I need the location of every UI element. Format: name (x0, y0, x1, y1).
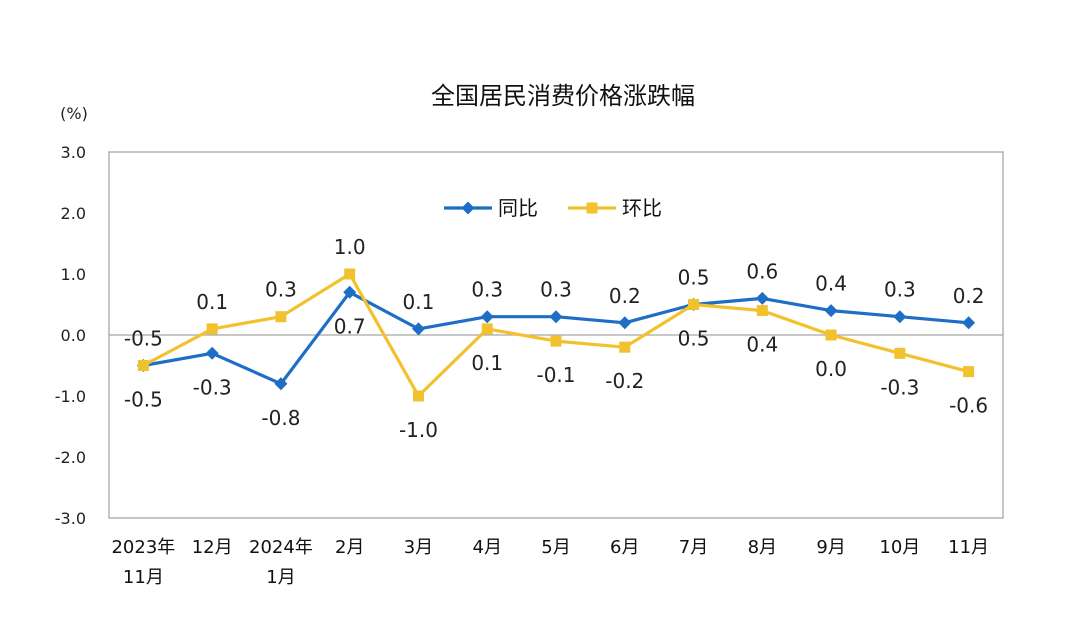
y-tick-label: 1.0 (61, 265, 86, 284)
mom-point (894, 347, 906, 359)
yoy-point (274, 377, 288, 391)
y-tick-label: 0.0 (61, 326, 86, 345)
mom-value-label: -0.1 (536, 363, 575, 387)
yoy-point (549, 310, 563, 324)
x-tick-label: 8月 (748, 537, 777, 558)
x-tick-label: 11月 (123, 567, 164, 588)
yoy-value-label: 0.3 (884, 278, 916, 302)
yoy-value-label: -0.3 (193, 375, 232, 399)
mom-value-label: 0.4 (746, 333, 778, 357)
legend-marker-mom (586, 202, 598, 214)
mom-point (206, 323, 218, 335)
y-tick-label: -1.0 (55, 387, 86, 406)
mom-point (619, 341, 631, 353)
yoy-point (962, 316, 976, 330)
x-tick-label: 1月 (266, 567, 295, 588)
y-axis-unit: (%) (60, 104, 88, 123)
yoy-value-label: 0.5 (678, 327, 710, 351)
mom-point (344, 268, 356, 280)
x-tick-label: 4月 (473, 537, 502, 558)
yoy-point (411, 322, 425, 336)
mom-point (550, 335, 562, 347)
yoy-point (755, 291, 769, 305)
mom-point (756, 305, 768, 317)
mom-value-label: -0.5 (124, 327, 163, 351)
x-tick-label: 10月 (879, 537, 920, 558)
x-tick-label: 3月 (404, 537, 433, 558)
series-layer (136, 268, 976, 402)
x-tick-label: 9月 (816, 537, 845, 558)
mom-point (688, 299, 700, 310)
yoy-value-label: 0.1 (403, 290, 435, 314)
yoy-point (824, 304, 838, 318)
mom-value-label: -0.3 (880, 375, 919, 399)
yoy-value-label: 0.2 (609, 284, 641, 308)
mom-value-label: 1.0 (334, 235, 366, 259)
mom-value-label: 0.1 (471, 351, 503, 375)
mom-value-label: 0.5 (678, 266, 710, 290)
y-tick-label: -2.0 (55, 448, 86, 467)
mom-point (481, 323, 493, 335)
mom-point (137, 360, 149, 371)
yoy-value-label: 0.6 (746, 259, 778, 283)
mom-point (412, 390, 424, 402)
x-tick-label: 2月 (335, 537, 364, 558)
y-tick-label: -3.0 (55, 509, 86, 528)
x-tick-label: 6月 (610, 537, 639, 558)
x-tick-label: 11月 (948, 537, 989, 558)
x-tick-label: 2024年 (249, 537, 313, 558)
yoy-value-label: -0.8 (261, 406, 300, 430)
mom-value-label: -0.6 (949, 394, 988, 418)
mom-point (825, 329, 837, 341)
mom-value-label: 0.3 (265, 278, 297, 302)
yoy-value-label: 0.7 (334, 314, 366, 338)
mom-value-label: -0.2 (605, 369, 644, 393)
legend-label-mom: 环比 (622, 196, 662, 220)
yoy-point (893, 310, 907, 324)
x-tick-label: 12月 (192, 537, 233, 558)
yoy-value-label: -0.5 (124, 388, 163, 412)
legend-marker-yoy (461, 201, 475, 215)
y-axis: 3.0 2.0 1.0 0.0 -1.0 -2.0 -3.0 (55, 143, 86, 528)
yoy-point (343, 285, 357, 299)
mom-value-label: 0.1 (196, 290, 228, 314)
yoy-point (205, 346, 219, 360)
y-tick-label: 2.0 (61, 204, 86, 223)
x-axis: 2023年 11月 12月 2024年 1月 2月 3月 4月 5月 6月 7月 8月 9月 10月 11月 (111, 537, 989, 588)
yoy-value-label: 0.3 (540, 278, 572, 302)
y-tick-label: 3.0 (61, 143, 86, 162)
yoy-value-label: 0.2 (953, 284, 985, 308)
legend-label-yoy: 同比 (498, 196, 538, 220)
mom-point (275, 311, 287, 323)
yoy-point (618, 316, 632, 330)
yoy-value-label: 0.3 (471, 278, 503, 302)
data-labels: -0.5 -0.3 -0.8 0.7 0.1 0.3 0.3 0.2 0.5 0.6 0.4 0.3 0… (124, 235, 988, 442)
yoy-point (480, 310, 494, 324)
mom-point (963, 366, 975, 378)
mom-value-label: -1.0 (399, 418, 438, 442)
legend: 同比 环比 (444, 196, 662, 220)
yoy-value-label: 0.4 (815, 272, 847, 296)
x-tick-label: 5月 (541, 537, 570, 558)
chart-title: 全国居民消费价格涨跌幅 (431, 82, 695, 110)
mom-value-label: 0.0 (815, 357, 847, 381)
x-tick-label: 7月 (679, 537, 708, 558)
x-tick-label: 2023年 (111, 537, 175, 558)
